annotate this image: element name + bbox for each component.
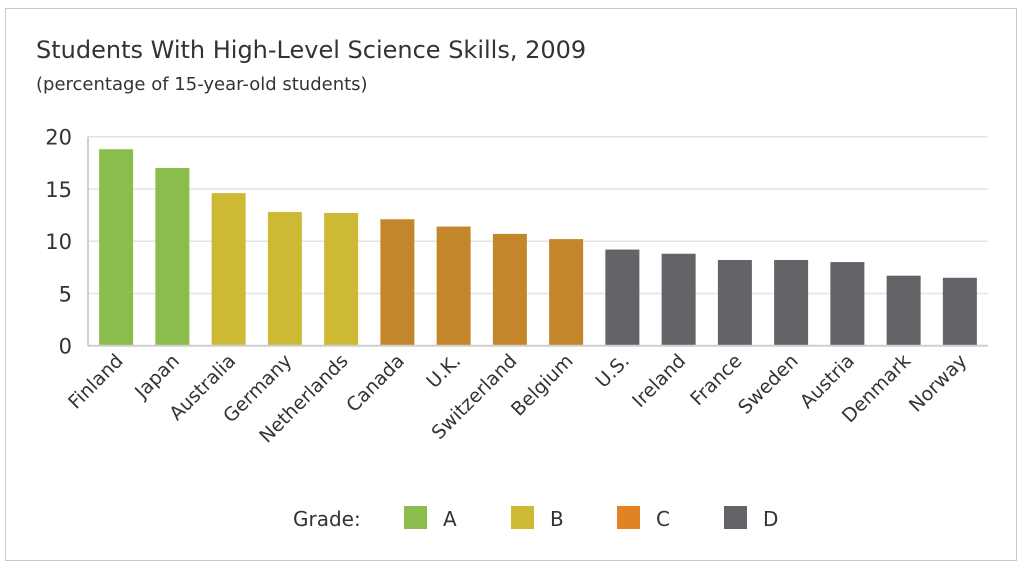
bar-uk bbox=[436, 226, 471, 346]
legend-label: D bbox=[763, 507, 778, 531]
bar-norway bbox=[942, 277, 977, 346]
bar-netherlands bbox=[324, 212, 359, 346]
bar-switzerland bbox=[492, 233, 527, 346]
bar-finland bbox=[99, 149, 134, 346]
bar-us bbox=[605, 249, 640, 346]
x-tick-label: Japan bbox=[130, 350, 184, 404]
y-tick-label: 15 bbox=[45, 178, 72, 202]
legend-label: B bbox=[550, 507, 564, 531]
x-tick-label: Ireland bbox=[628, 350, 690, 412]
bar-germany bbox=[267, 211, 302, 346]
legend-swatch-c bbox=[617, 506, 640, 529]
bar-france bbox=[717, 260, 752, 346]
legend-title: Grade: bbox=[293, 507, 361, 531]
bar-canada bbox=[380, 219, 415, 346]
bar-austria bbox=[830, 262, 865, 346]
bar-sweden bbox=[774, 260, 809, 346]
legend-swatch-b bbox=[511, 506, 534, 529]
legend-label: A bbox=[443, 507, 457, 531]
x-tick-label: Sweden bbox=[734, 350, 803, 419]
bar-belgium bbox=[549, 239, 584, 346]
y-tick-label: 10 bbox=[45, 230, 72, 254]
y-tick-label: 0 bbox=[59, 335, 72, 359]
bar-ireland bbox=[661, 253, 696, 346]
x-tick-label: Finland bbox=[64, 350, 128, 414]
chart-frame bbox=[5, 8, 1017, 561]
legend-swatch-a bbox=[404, 506, 427, 529]
y-tick-label: 5 bbox=[59, 282, 72, 306]
x-tick-label: Canada bbox=[342, 350, 409, 417]
x-tick-label: Belgium bbox=[507, 350, 578, 421]
chart-subtitle: (percentage of 15-year-old students) bbox=[36, 74, 368, 95]
legend-label: C bbox=[656, 507, 670, 531]
legend-swatch-d bbox=[724, 506, 747, 529]
bar-denmark bbox=[886, 275, 921, 346]
bar-japan bbox=[155, 168, 190, 346]
bar-australia bbox=[211, 193, 246, 346]
x-tick-label: U.S. bbox=[591, 350, 633, 392]
x-tick-label: U.K. bbox=[422, 350, 465, 393]
x-tick-label: Norway bbox=[905, 350, 972, 417]
chart-title: Students With High-Level Science Skills,… bbox=[36, 36, 587, 64]
y-tick-label: 20 bbox=[45, 126, 72, 150]
